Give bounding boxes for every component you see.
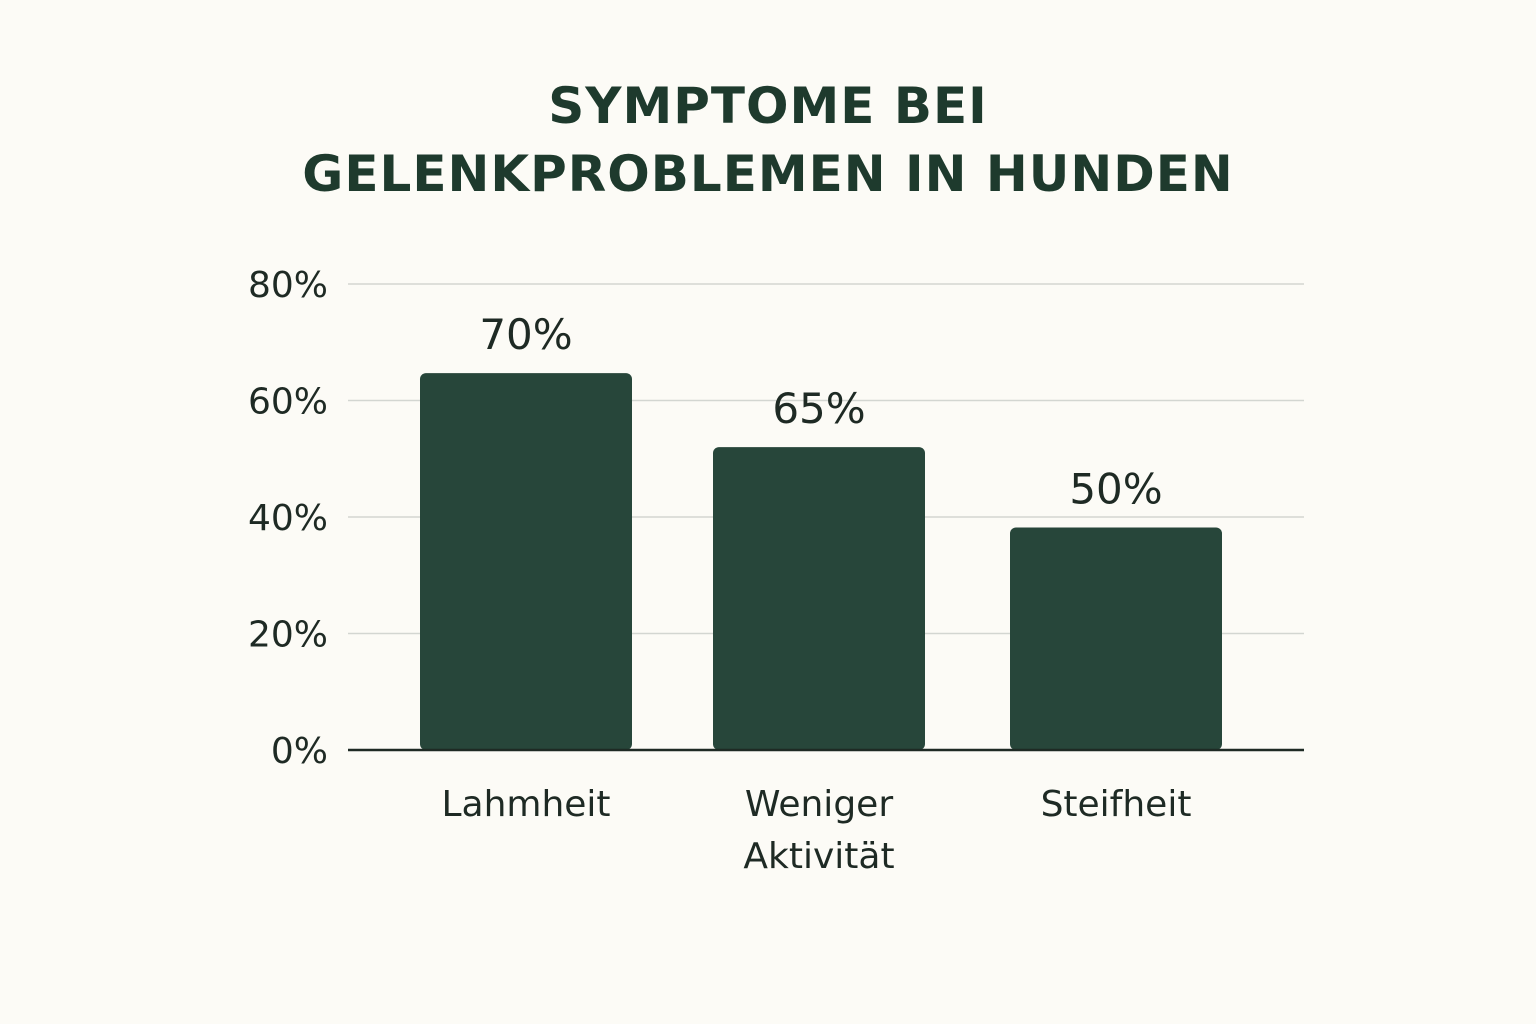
data-label: 50% — [1069, 464, 1162, 513]
category-labels: Lahmheit Weniger Aktivität Steifheit — [441, 784, 1191, 877]
category-label: Lahmheit — [441, 784, 610, 825]
category-label-line: Weniger — [745, 784, 893, 825]
y-tick-label: 0% — [271, 731, 328, 772]
bar — [713, 447, 925, 750]
y-tick-label: 40% — [248, 498, 328, 539]
data-label: 70% — [479, 310, 572, 359]
category-label: Weniger Aktivität — [743, 784, 894, 877]
category-label: Steifheit — [1041, 784, 1192, 825]
chart-title: SYMPTOME BEI GELENKPROBLEMEN IN HUNDEN — [0, 72, 1536, 208]
y-axis-tick-labels: 0% 20% 40% 60% 80% — [248, 265, 328, 772]
data-labels: 70% 65% 50% — [479, 310, 1162, 513]
bar — [420, 373, 632, 750]
category-label-line: Aktivität — [743, 836, 894, 877]
category-label-line: Lahmheit — [441, 784, 610, 825]
data-label: 65% — [772, 384, 865, 433]
bar — [1010, 527, 1222, 750]
bars — [420, 373, 1222, 750]
y-tick-label: 60% — [248, 382, 328, 423]
y-tick-label: 20% — [248, 615, 328, 656]
chart-title-line-1: SYMPTOME BEI — [548, 77, 988, 135]
chart-title-line-2: GELENKPROBLEMEN IN HUNDEN — [302, 145, 1234, 203]
y-tick-label: 80% — [248, 265, 328, 306]
category-label-line: Steifheit — [1041, 784, 1192, 825]
